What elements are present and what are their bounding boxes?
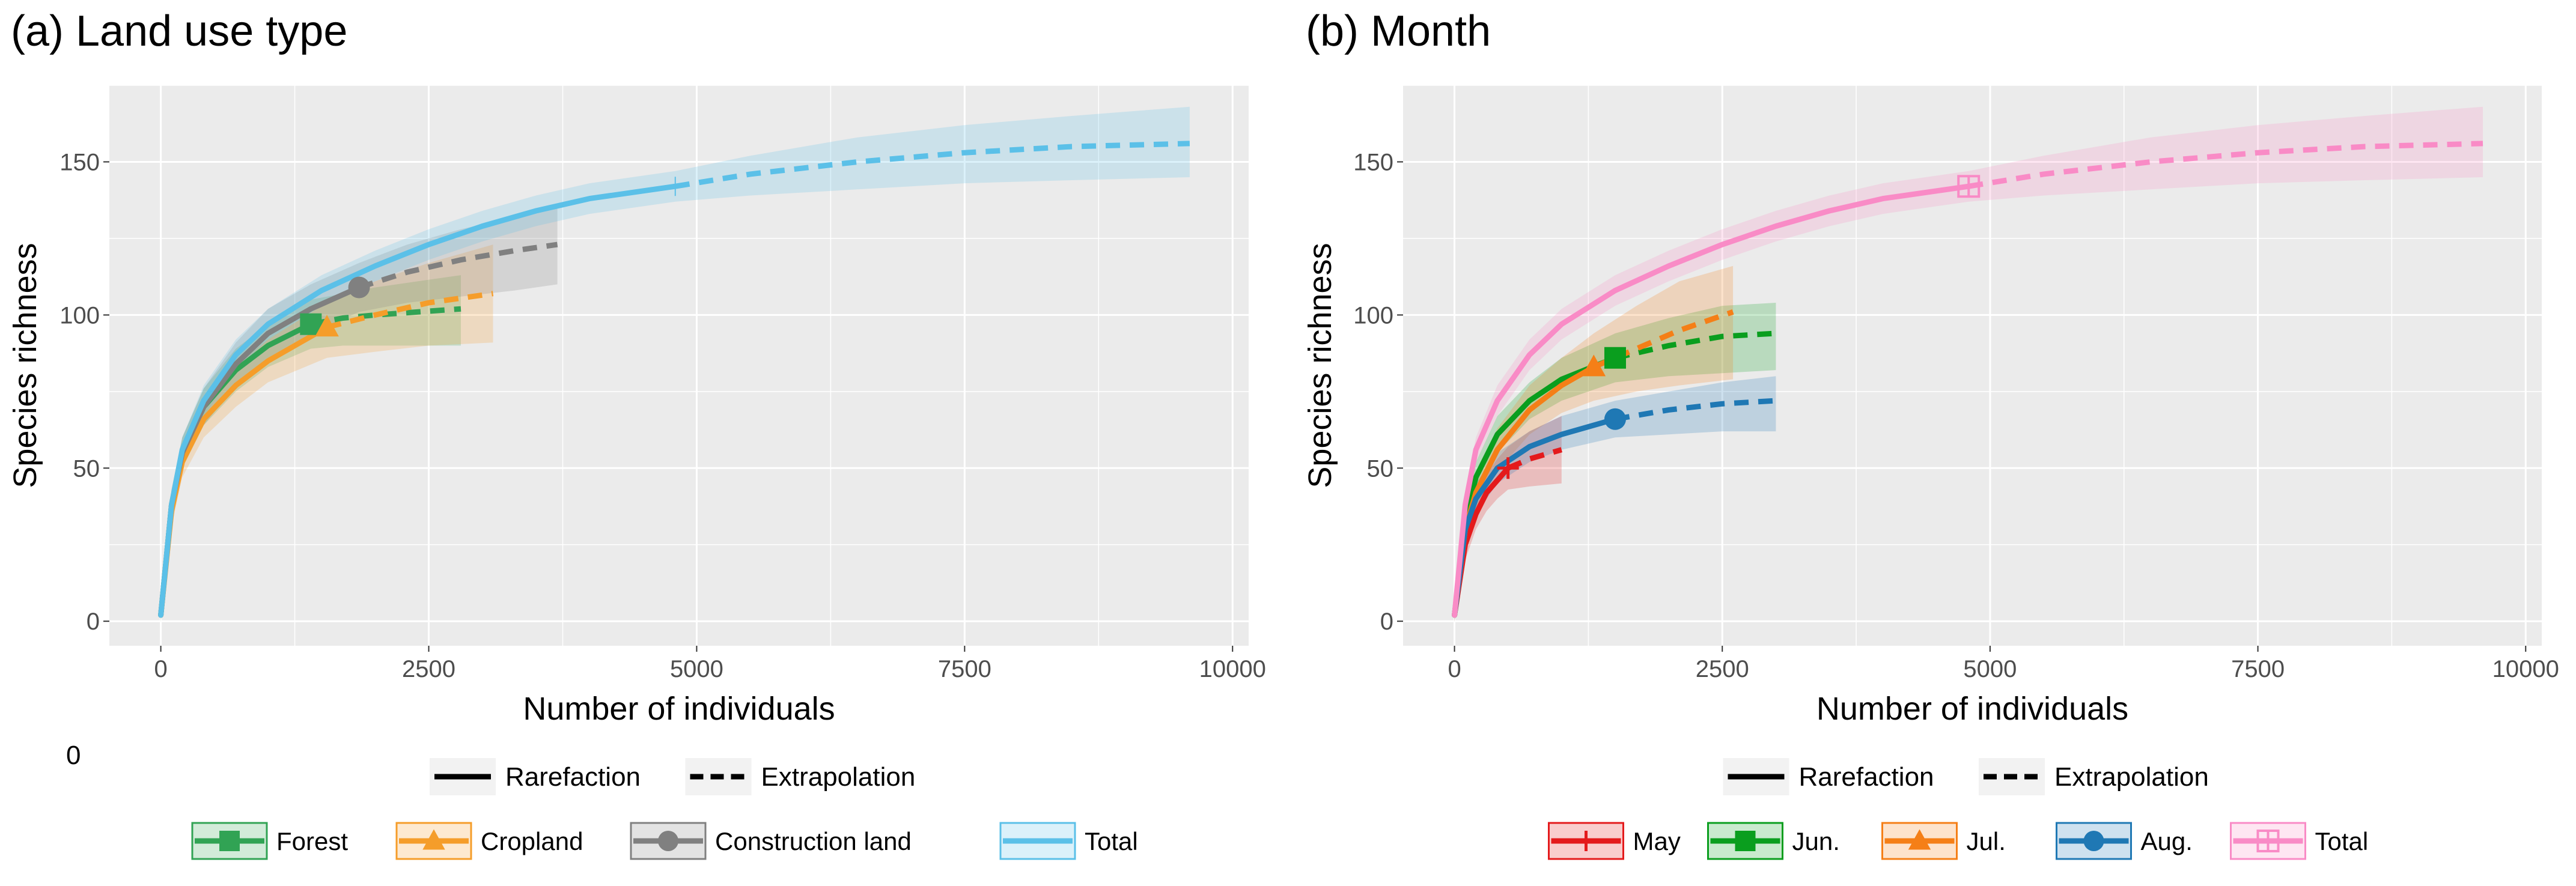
panel-b-reference-point-aug [1604, 408, 1626, 430]
panel-b-extrapolation-line-may [1506, 447, 1563, 471]
panel-b-ci-band-aug [1454, 376, 1776, 622]
panel-a-legend-marker-cropland [422, 829, 445, 850]
panel-b-linetype-label: Rarefaction [1799, 762, 1934, 792]
panel-b-legend-label-total: Total [2315, 827, 2369, 855]
panel-a-x-tick-label: 10000 [1199, 656, 1266, 682]
panel-b-legend-marker-total [2256, 830, 2280, 852]
panel-b-ci-band-total [1454, 106, 2483, 622]
panel-b-rarefaction-line-total [1452, 183, 1972, 618]
panel-b-legend-marker-aug [2083, 831, 2104, 851]
panel-a-ci-band-cropland [160, 244, 493, 622]
panel-a-extrapolation-line-construction-land [358, 241, 558, 290]
panel-b-legend-label-jul: Jul. [1967, 827, 2006, 855]
panel-b-title: (b) Month [1306, 7, 1491, 55]
panel-a-linetype-label: Extrapolation [761, 762, 916, 792]
panel-b-ci-band-jul [1454, 265, 1734, 622]
panel-b-legend-marker-jul [1908, 829, 1931, 850]
panel-a-legend-label-forest: Forest [276, 827, 348, 855]
panel-b-series-legend: May Jun. Jul. Aug. Total [1548, 822, 2369, 860]
panel-a-rarefaction-line-total [158, 183, 678, 618]
panel-b-chart: 0 2500 5000 7500 10000 0 50 100 150 [1353, 85, 2559, 682]
panel-b-y-axis-label: Species richness [1302, 243, 1338, 488]
panel-a-linetype-label: Rarefaction [505, 762, 641, 792]
panel-a-legend-marker-construction-land [658, 831, 678, 851]
panel-a-series-legend: Forest Cropland Construction land Total [191, 822, 1138, 860]
panel-a-chart: 0 2500 5000 7500 10000 0 50 100 150 [59, 85, 1266, 682]
panel-b-extrapolation-line-total [1968, 141, 2483, 189]
panel-b-x-tick-label: 7500 [2231, 656, 2285, 682]
panel-b-reference-point-jul [1582, 354, 1606, 377]
panel-a-extrapolation-line-cropland [326, 291, 494, 330]
panel-b-extrapolation-line-aug [1615, 398, 1776, 422]
panel-b-y-tick-label: 150 [1353, 149, 1393, 175]
panel-b-reference-point-total [1957, 175, 1981, 198]
panel-a-reference-point-construction-land [348, 276, 370, 299]
panel-b-y-tick-label: 100 [1353, 302, 1393, 329]
panel-b-linetype-legend: Rarefaction Extrapolation [1723, 758, 2209, 795]
panel-b-y-tick-label: 50 [1367, 455, 1394, 482]
panel-a-y-axis-label: Species richness [7, 243, 43, 488]
panel-b-ci-band-may [1454, 416, 1562, 622]
panel-b-legend-label-may: May [1633, 827, 1681, 855]
panel-a-x-tick-label: 5000 [670, 656, 723, 682]
panel-b-x-tick-label: 2500 [1696, 656, 1749, 682]
panel-b-extrapolation-line-jul [1592, 309, 1734, 370]
stray-label: 0 [66, 741, 81, 770]
panel-a-x-tick-label: 7500 [938, 656, 991, 682]
panel-a-x-tick-label: 0 [154, 656, 167, 682]
panel-b-legend-marker-jun [1735, 831, 1756, 851]
panel-a-legend-label-cropland: Cropland [481, 827, 583, 855]
panel-a-ci-band-total [160, 106, 1190, 622]
panel-a-plot-background [109, 85, 1249, 646]
panel-b-y-tick-label: 0 [1380, 608, 1393, 635]
panel-a-linetype-legend: Rarefaction Extrapolation [430, 758, 915, 795]
panel-a-reference-point-cropland [315, 315, 339, 337]
panel-a-legend-marker-forest [219, 831, 240, 851]
panel-b-linetype-label: Extrapolation [2054, 762, 2209, 792]
panel-b-x-tick-label: 0 [1448, 656, 1461, 682]
panel-a-x-axis-label: Number of individuals [523, 691, 835, 727]
panel-a-legend-label-construction-land: Construction land [715, 827, 912, 855]
panel-b-legend-label-aug: Aug. [2141, 827, 2193, 855]
panel-a-extrapolation-line-total [675, 141, 1190, 189]
panel-a-title: (a) Land use type [11, 7, 347, 55]
panel-a-y-tick-label: 100 [59, 302, 100, 329]
panel-a-legend-label-total: Total [1085, 827, 1138, 855]
panel-b-reference-point-may [1497, 457, 1519, 479]
panel-b-ci-band-jun [1454, 303, 1776, 622]
panel-b-reference-point-jun [1604, 347, 1626, 369]
panel-b-x-tick-label: 5000 [1963, 656, 2017, 682]
panel-a-extrapolation-line-forest [310, 306, 461, 327]
panel-b-extrapolation-line-jun [1614, 330, 1776, 361]
panel-b-legend-marker-may [1576, 831, 1597, 851]
panel-a-y-tick-label: 150 [59, 149, 100, 175]
panel-a-x-tick-label: 2500 [402, 656, 455, 682]
panel-b-x-axis-label: Number of individuals [1816, 691, 2128, 727]
panel-b-legend-label-jun: Jun. [1792, 827, 1840, 855]
panel-a-y-tick-label: 0 [87, 608, 100, 635]
panel-a-y-tick-label: 50 [73, 455, 100, 482]
panel-b-x-tick-label: 10000 [2492, 656, 2559, 682]
